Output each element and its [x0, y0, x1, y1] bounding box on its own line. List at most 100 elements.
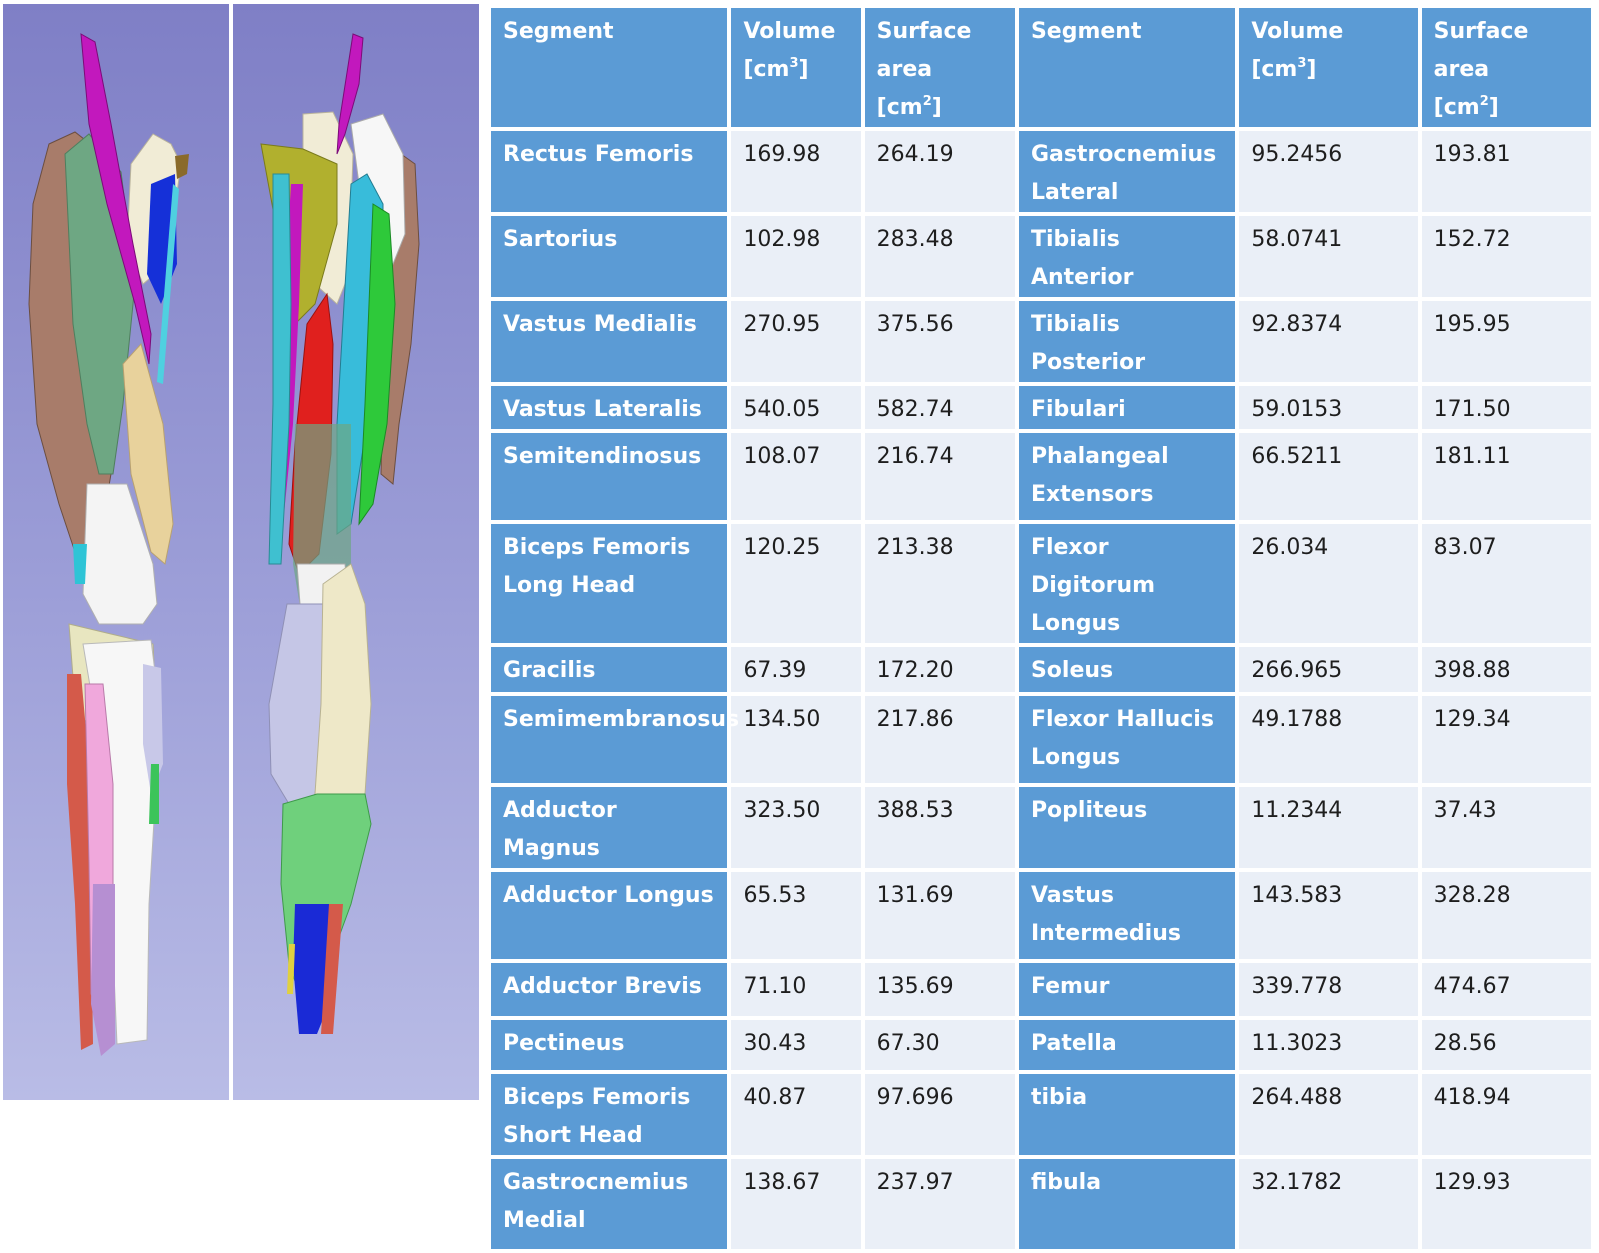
surface-area-value: 193.81: [1421, 131, 1591, 212]
volume-value: 32.1782: [1239, 1159, 1418, 1249]
volume-value: 169.98: [731, 131, 861, 212]
surface-area-value: 375.56: [864, 301, 1015, 382]
surface-area-value: 181.11: [1421, 433, 1591, 520]
volume-value: 11.3023: [1239, 1020, 1418, 1070]
volume-value: 120.25: [731, 524, 861, 643]
segment-name: Gastrocnemius Lateral: [1018, 131, 1236, 212]
segment-name: tibia: [1018, 1074, 1236, 1155]
surface-area-value: 237.97: [864, 1159, 1015, 1249]
table-row: Adductor Magnus 323.50 388.53 Popliteus …: [491, 787, 1591, 868]
surface-area-value: 213.38: [864, 524, 1015, 643]
volume-value: 270.95: [731, 301, 861, 382]
segment-name: Tibialis Posterior: [1018, 301, 1236, 382]
surface-area-value: 283.48: [864, 216, 1015, 297]
volume-value: 266.965: [1239, 647, 1418, 692]
volume-value: 102.98: [731, 216, 861, 297]
surface-area-value: 129.93: [1421, 1159, 1591, 1249]
table-row: Semitendinosus 108.07 216.74 Phalangeal …: [491, 433, 1591, 520]
surface-area-value: 264.19: [864, 131, 1015, 212]
volume-value: 65.53: [731, 872, 861, 959]
surface-area-value: 131.69: [864, 872, 1015, 959]
surface-area-value: 172.20: [864, 647, 1015, 692]
segment-name: Semimembranosus: [491, 696, 739, 783]
surface-area-value: 83.07: [1421, 524, 1591, 643]
surface-area-value: 388.53: [864, 787, 1015, 868]
table-row: Adductor Brevis 71.10 135.69 Femur 339.7…: [491, 963, 1591, 1016]
surface-area-value: 135.69: [864, 963, 1015, 1016]
surface-area-value: 129.34: [1421, 696, 1591, 783]
segment-name: Popliteus: [1018, 787, 1236, 868]
volume-value: 30.43: [731, 1020, 861, 1070]
right-leg-3d-view: [233, 4, 479, 1100]
volume-value: 40.87: [731, 1074, 861, 1155]
surface-area-value: 328.28: [1421, 872, 1591, 959]
segment-name: Phalangeal Extensors: [1018, 433, 1236, 520]
right-leg-muscle-render: [260, 33, 420, 1034]
segment-name: Semitendinosus: [491, 433, 728, 520]
header-surface-area: Surface area [cm2]: [1421, 8, 1591, 127]
volume-value: 49.1788: [1239, 696, 1418, 783]
segment-name: Sartorius: [491, 216, 728, 297]
segment-name: Vastus Medialis: [491, 301, 728, 382]
table-row: Rectus Femoris 169.98 264.19 Gastrocnemi…: [491, 131, 1591, 212]
segment-name: Tibialis Anterior: [1018, 216, 1236, 297]
segment-name: Adductor Magnus: [491, 787, 728, 868]
surface-area-value: 37.43: [1421, 787, 1591, 868]
table-row: Vastus Lateralis 540.05 582.74 Fibulari …: [491, 386, 1591, 429]
left-leg-muscle-render: [28, 33, 189, 1056]
header-segment: Segment: [1018, 8, 1236, 127]
volume-value: 26.034: [1239, 524, 1418, 643]
table-row: Vastus Medialis 270.95 375.56 Tibialis P…: [491, 301, 1591, 382]
volume-value: 58.0741: [1239, 216, 1418, 297]
surface-area-value: 582.74: [864, 386, 1015, 429]
segment-name: Adductor Brevis: [491, 963, 728, 1016]
segment-name: fibula: [1018, 1159, 1236, 1249]
volume-value: 108.07: [731, 433, 861, 520]
segment-name: Vastus Intermedius: [1018, 872, 1236, 959]
volume-value: 134.50: [731, 696, 861, 783]
volume-value: 71.10: [731, 963, 861, 1016]
header-segment: Segment: [491, 8, 728, 127]
surface-area-value: 216.74: [864, 433, 1015, 520]
table-row: Gastrocnemius Medial 138.67 237.97 fibul…: [491, 1159, 1591, 1249]
left-leg-3d-view: [3, 4, 229, 1100]
segment-name: Flexor Digitorum Longus: [1018, 524, 1236, 643]
header-volume: Volume [cm3]: [731, 8, 861, 127]
surface-area-value: 217.86: [864, 696, 1015, 783]
table-row: Gracilis 67.39 172.20 Soleus 266.965 398…: [491, 647, 1591, 692]
surface-area-value: 28.56: [1421, 1020, 1591, 1070]
segment-name: Vastus Lateralis: [491, 386, 728, 429]
segment-name: Flexor Hallucis Longus: [1018, 696, 1236, 783]
segment-name: Gastrocnemius Medial: [491, 1159, 728, 1249]
surface-area-value: 97.696: [864, 1074, 1015, 1155]
segment-name: Soleus: [1018, 647, 1236, 692]
segment-name: Patella: [1018, 1020, 1236, 1070]
surface-area-value: 195.95: [1421, 301, 1591, 382]
volume-value: 323.50: [731, 787, 861, 868]
volume-value: 540.05: [731, 386, 861, 429]
muscle-volume-table: Segment Volume [cm3] Surface area [cm2] Se…: [487, 4, 1595, 1253]
table-header-row: Segment Volume [cm3] Surface area [cm2] Se…: [491, 8, 1591, 127]
volume-value: 138.67: [731, 1159, 861, 1249]
segment-name: Rectus Femoris: [491, 131, 728, 212]
table-row: Biceps Femoris Long Head 120.25 213.38 F…: [491, 524, 1591, 643]
header-surface-area: Surface area [cm2]: [864, 8, 1015, 127]
segment-name: Pectineus: [491, 1020, 728, 1070]
segment-name: Femur: [1018, 963, 1236, 1016]
volume-value: 59.0153: [1239, 386, 1418, 429]
segment-name: Fibulari: [1018, 386, 1236, 429]
table-row: Adductor Longus 65.53 131.69 Vastus Inte…: [491, 872, 1591, 959]
segment-name: Gracilis: [491, 647, 728, 692]
table-row: Sartorius 102.98 283.48 Tibialis Anterio…: [491, 216, 1591, 297]
surface-area-value: 418.94: [1421, 1074, 1591, 1155]
volume-value: 67.39: [731, 647, 861, 692]
volume-value: 143.583: [1239, 872, 1418, 959]
surface-area-value: 171.50: [1421, 386, 1591, 429]
surface-area-value: 474.67: [1421, 963, 1591, 1016]
segment-name: Adductor Longus: [491, 872, 728, 959]
header-volume: Volume [cm3]: [1239, 8, 1418, 127]
table-row: Semimembranosus 134.50 217.86 Flexor Hal…: [491, 696, 1591, 783]
table-row: Pectineus 30.43 67.30 Patella 11.3023 28…: [491, 1020, 1591, 1070]
surface-area-value: 67.30: [864, 1020, 1015, 1070]
surface-area-value: 152.72: [1421, 216, 1591, 297]
